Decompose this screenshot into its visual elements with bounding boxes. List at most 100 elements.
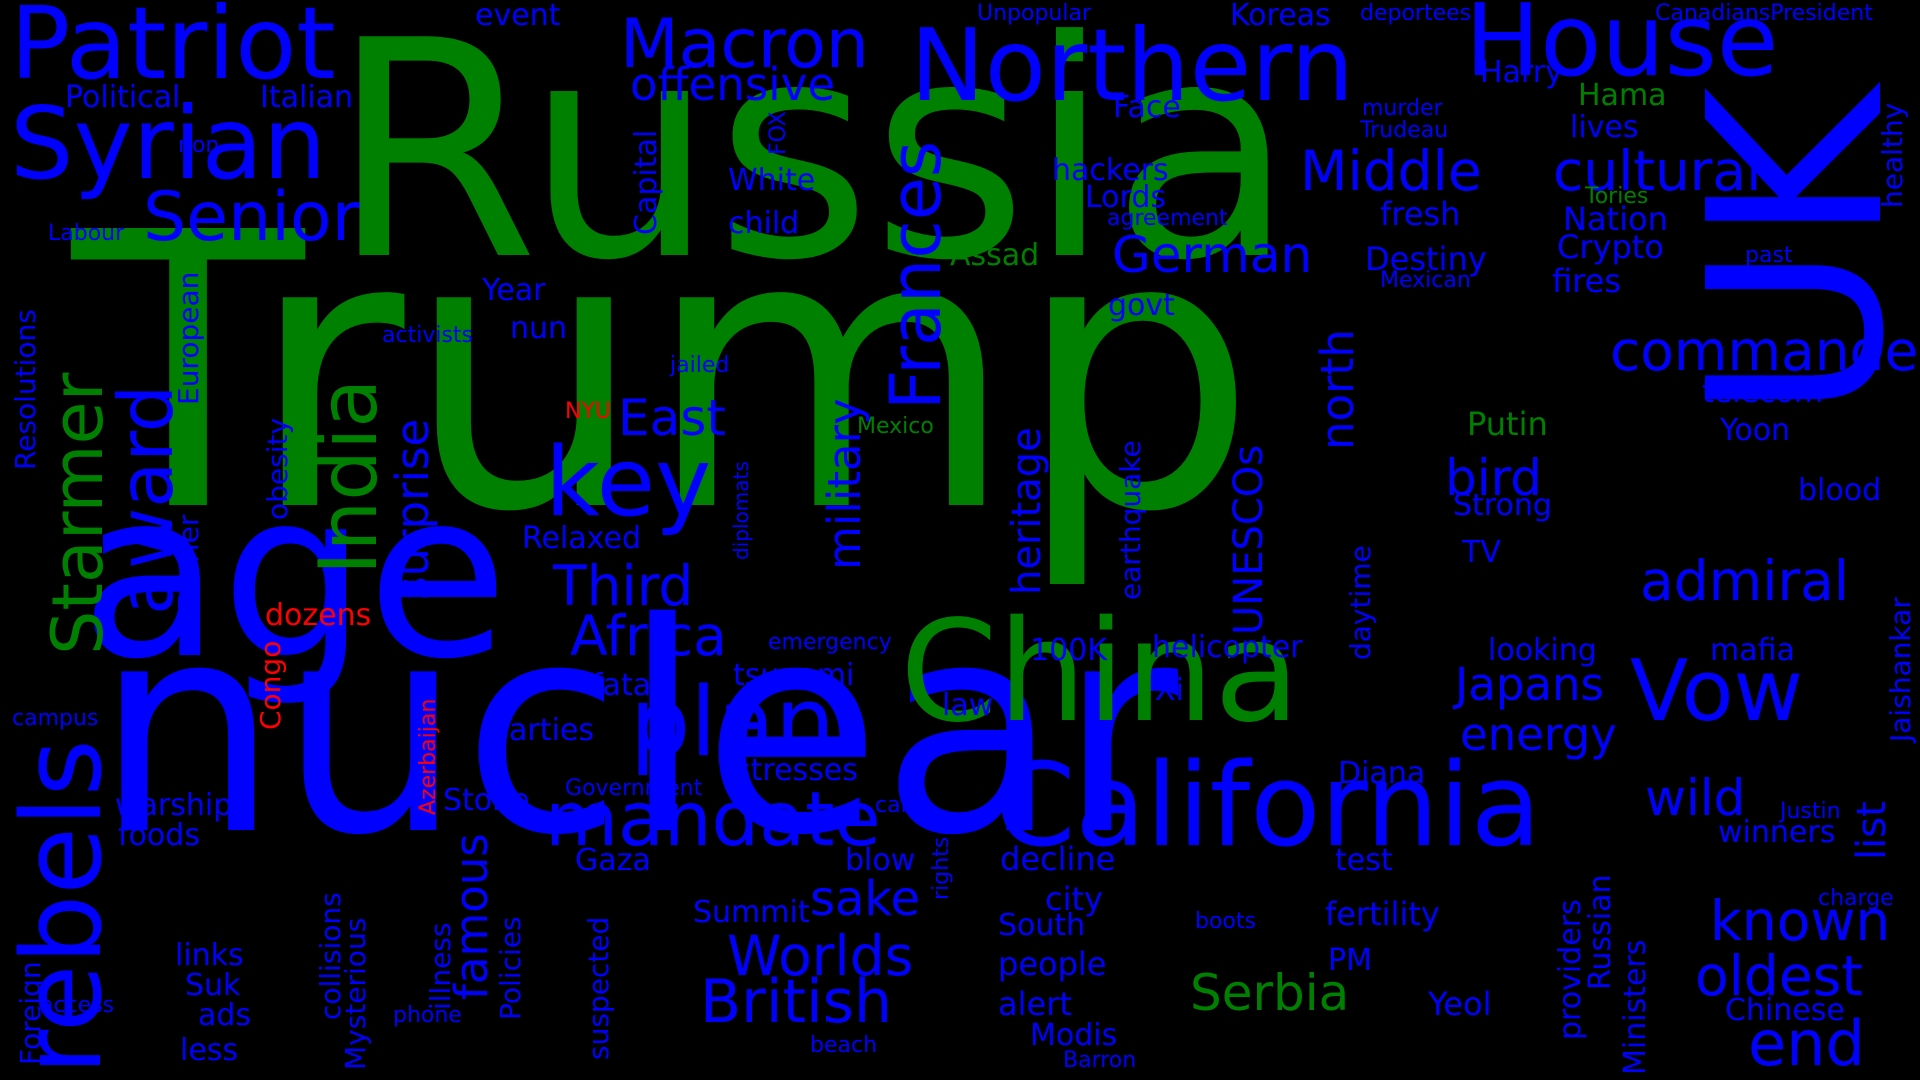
word-lords: Lords (1085, 180, 1166, 215)
word-political: Political (65, 80, 180, 115)
word-people: people (998, 945, 1106, 983)
word-congo: Congo (254, 641, 287, 730)
word-telecom: telecom (1702, 375, 1823, 410)
word-worlds: Worlds (727, 924, 913, 988)
word-illness: illness (424, 923, 457, 1011)
word-barron: Barron (1063, 1048, 1136, 1073)
word-daytime: daytime (1344, 545, 1377, 660)
word-labour: Labour (48, 221, 125, 246)
word-barrier: Barrier (172, 514, 205, 610)
word-known: known (1710, 889, 1890, 953)
word-tories: Tories (1584, 184, 1648, 209)
word-beach: beach (810, 1033, 877, 1058)
word-fatal: fatal (592, 668, 659, 703)
word-foods: foods (118, 818, 200, 853)
word-end: end (1748, 1007, 1865, 1080)
word-destiny: Destiny (1365, 240, 1487, 278)
word-rights: rights (929, 837, 954, 900)
word-earthquake: earthquake (1114, 440, 1147, 600)
word-hackers: hackers (1052, 153, 1169, 188)
word-russian: Russian (1583, 874, 1618, 990)
word-campus: campus (12, 706, 98, 731)
word-japans: Japans (1452, 658, 1604, 711)
word-winners: winners (1718, 815, 1835, 850)
word-third: Third (552, 554, 693, 618)
word-providers: providers (1553, 899, 1588, 1040)
word-nun: nun (510, 311, 567, 346)
word-xi: Xi (1155, 673, 1184, 708)
word-jailed: jailed (669, 353, 729, 378)
word-yoon: Yoon (1719, 413, 1790, 448)
word-oldest: oldest (1695, 944, 1863, 1008)
word-wild: wild (1645, 769, 1745, 827)
word-mafia: mafia (1710, 633, 1795, 668)
word-china: China (900, 591, 1300, 754)
word-nyu: NYU (565, 399, 611, 424)
word-boots: boots (1195, 909, 1256, 934)
word-dozens: dozens (265, 598, 371, 633)
word-child: child (728, 206, 799, 241)
word-collisions: collisions (314, 892, 347, 1020)
word-agreement: agreement (1107, 206, 1228, 231)
word-blow: blow (845, 843, 915, 878)
word-heritage: heritage (1004, 427, 1050, 595)
word-putin: Putin (1467, 405, 1548, 443)
word-age: age (80, 443, 508, 710)
word-diana: Diana (1338, 756, 1425, 791)
word-parties: parties (490, 713, 594, 748)
word-patriot: Patriot (10, 0, 336, 102)
word-city: city (1045, 880, 1103, 918)
word-offensive: offensive (630, 58, 835, 111)
word-mexican: Mexican (1380, 268, 1471, 293)
word-rebels: rebels (0, 739, 126, 1075)
word-fox: FOX (766, 111, 791, 155)
word-syrian: Syrian (10, 85, 326, 202)
word-white: White (728, 163, 815, 198)
word-mexico: Mexico (857, 414, 934, 439)
word-chinese: Chinese (1725, 993, 1845, 1028)
word-relaxed: Relaxed (522, 521, 641, 556)
word-decline: decline (1000, 840, 1115, 878)
word-africa: Africa (570, 604, 727, 668)
word-murder: murder (1362, 96, 1444, 121)
word-ads: ads (198, 998, 251, 1033)
word-sake: sake (810, 871, 920, 927)
word-fresh: fresh (1380, 195, 1460, 233)
word-admiral: admiral (1640, 549, 1849, 613)
word-azerbaijan: Azerbaijan (416, 699, 441, 815)
word-warship: warship (115, 788, 232, 823)
word-past: past (1745, 243, 1793, 268)
word-northern: Northern (910, 7, 1354, 124)
word-uk: UK (1657, 81, 1920, 420)
word-law: law (942, 688, 993, 723)
word-bird: bird (1445, 449, 1542, 507)
word-summit: Summit (693, 895, 810, 930)
word-vow: Vow (1630, 642, 1803, 741)
word-surprise: surprise (386, 419, 439, 600)
word-suspected: suspected (582, 917, 615, 1060)
word-activists: activists (382, 323, 473, 348)
word-non: non (178, 133, 219, 158)
word-emergency: emergency (768, 630, 892, 655)
word-suk: Suk (185, 968, 241, 1003)
word-hama: Hama (1578, 78, 1667, 113)
word-capital: Capital (629, 130, 664, 235)
word-harry: Harry (1480, 55, 1563, 90)
word-modis: Modis (1030, 1018, 1117, 1053)
word-german: German (1112, 226, 1312, 284)
word-event: event (475, 0, 561, 33)
word-trump: Trump (66, 152, 1257, 595)
word-gaza: Gaza (575, 843, 651, 878)
word-looking: looking (1488, 633, 1597, 668)
word-justin: Justin (1778, 799, 1841, 824)
word-charge: charge (1818, 886, 1894, 911)
word-stone: Stone (443, 783, 530, 818)
word-award: award (102, 385, 190, 615)
word-energy: energy (1460, 708, 1617, 761)
word-face: Face (1113, 90, 1181, 125)
word-access: access (40, 993, 114, 1018)
word-diplomats: diplomats (729, 461, 753, 560)
word-govt: govt (1108, 288, 1175, 323)
word-east: East (618, 389, 726, 447)
